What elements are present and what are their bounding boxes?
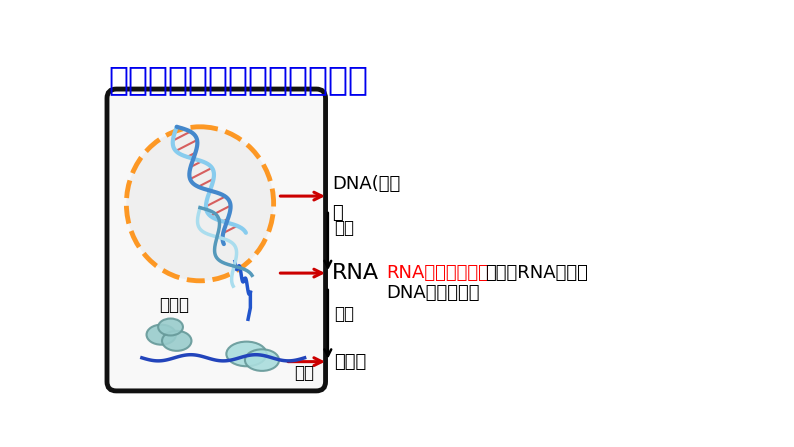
Text: 基因如何指导蛋白质的合成？: 基因如何指导蛋白质的合成？ — [109, 63, 368, 96]
Text: RNA: RNA — [332, 263, 379, 283]
Ellipse shape — [158, 319, 183, 335]
Text: DNA的信使呢？: DNA的信使呢？ — [386, 284, 480, 302]
Ellipse shape — [147, 325, 176, 345]
Text: RNA是什么物质？: RNA是什么物质？ — [386, 264, 489, 282]
Ellipse shape — [162, 331, 191, 351]
Text: 蛋白质: 蛋白质 — [334, 353, 366, 371]
Text: ）: ） — [332, 204, 342, 222]
Text: DNA(基因: DNA(基因 — [332, 175, 400, 193]
Text: 转录: 转录 — [334, 219, 354, 237]
Ellipse shape — [126, 127, 274, 281]
Text: 为什么RNA适于作: 为什么RNA适于作 — [485, 264, 588, 282]
Text: 翻译: 翻译 — [334, 304, 354, 323]
Ellipse shape — [245, 349, 279, 371]
FancyBboxPatch shape — [107, 89, 326, 391]
Text: 核糖体: 核糖体 — [160, 296, 190, 314]
Text: 合成: 合成 — [295, 364, 314, 382]
Ellipse shape — [226, 342, 267, 366]
